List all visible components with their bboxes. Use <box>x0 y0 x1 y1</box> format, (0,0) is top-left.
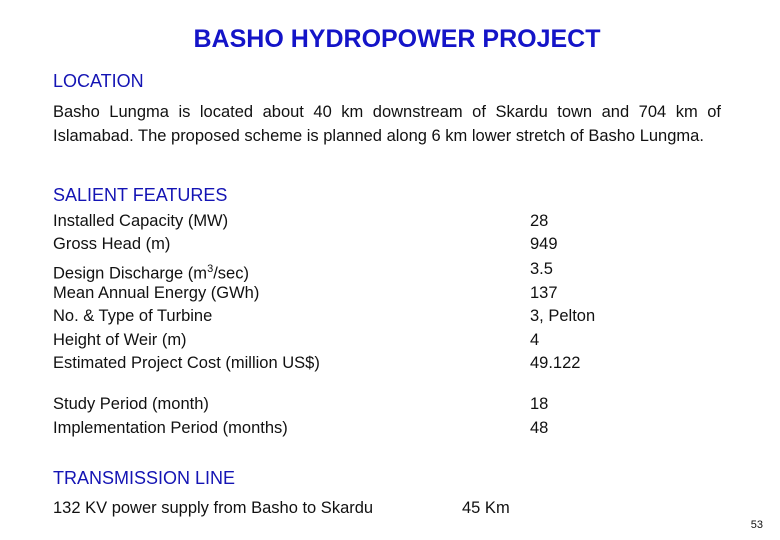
feature-value: 4 <box>530 331 540 349</box>
feature-value: 48 <box>530 419 549 437</box>
feature-label: Installed Capacity (MW) <box>53 212 229 230</box>
label-superscript: 3 <box>207 263 214 275</box>
feature-label: Estimated Project Cost (million US$) <box>53 354 320 372</box>
transmission-label: 132 KV power supply from Basho to Skardu <box>53 499 374 517</box>
page-number: 53 <box>750 519 763 531</box>
transmission-heading: TRANSMISSION LINE <box>53 468 236 488</box>
location-heading: LOCATION <box>53 71 144 91</box>
feature-label: Design Discharge (m3/sec) <box>53 257 249 283</box>
page-title: BASHO HYDROPOWER PROJECT <box>193 25 601 53</box>
location-text: Basho Lungma is located about 40 km down… <box>53 103 721 145</box>
feature-value: 49.122 <box>530 354 581 372</box>
transmission-value: 45 Km <box>462 499 510 517</box>
salient-features-heading: SALIENT FEATURES <box>53 185 228 205</box>
label-part: /sec) <box>213 264 249 283</box>
feature-label: No. & Type of Turbine <box>53 307 213 325</box>
feature-label: Implementation Period (months) <box>53 419 288 437</box>
label-part: Design Discharge (m <box>53 264 208 283</box>
feature-label: Height of Weir (m) <box>53 331 187 349</box>
feature-label: Mean Annual Energy (GWh) <box>53 284 260 302</box>
feature-label: Gross Head (m) <box>53 235 171 253</box>
feature-value: 949 <box>530 235 558 253</box>
feature-value: 18 <box>530 395 549 413</box>
feature-value: 28 <box>530 212 549 230</box>
feature-value: 137 <box>530 284 558 302</box>
feature-value: 3, Pelton <box>530 307 596 325</box>
feature-label: Study Period (month) <box>53 395 209 413</box>
feature-value: 3.5 <box>530 260 553 278</box>
